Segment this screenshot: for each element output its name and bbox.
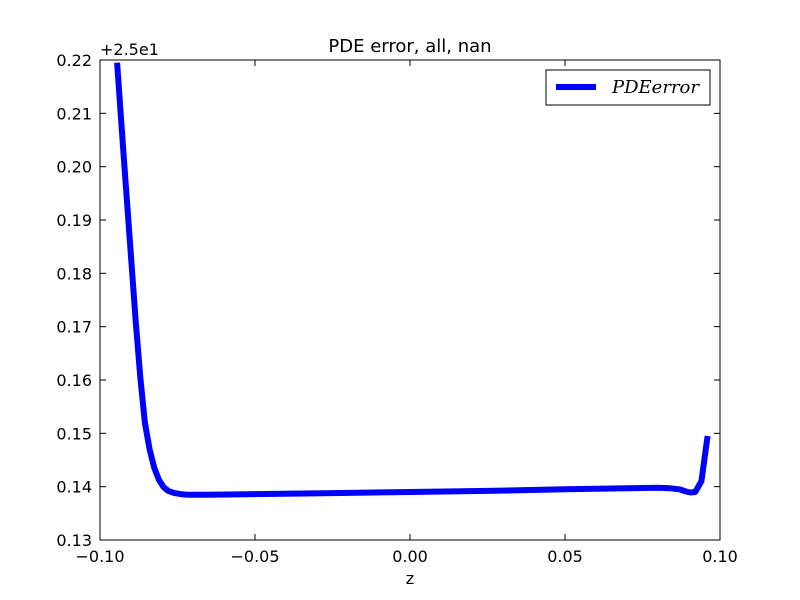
x-axis-label: z xyxy=(406,569,414,588)
series-line xyxy=(114,62,711,498)
y-tick-label: 0.17 xyxy=(56,318,92,337)
y-tick-label: 0.16 xyxy=(56,371,92,390)
chart-title: PDE error, all, nan xyxy=(328,36,491,57)
y-tick-label: 0.15 xyxy=(56,424,92,443)
y-offset-label: +2.5e1 xyxy=(100,40,159,59)
x-tick-label: −0.05 xyxy=(230,547,279,566)
y-tick-label: 0.14 xyxy=(56,478,92,497)
x-tick-label: 0.05 xyxy=(547,547,583,566)
y-tick-label: 0.22 xyxy=(56,51,92,70)
plot-frame xyxy=(99,59,721,541)
y-tick-label: 0.19 xyxy=(56,211,92,230)
x-tick-label: 0.00 xyxy=(392,547,428,566)
y-tick-label: 0.18 xyxy=(56,264,92,283)
series-layer xyxy=(114,62,711,498)
legend-label: PDEerror xyxy=(611,77,700,98)
ticks-layer: −0.10 −0.05 0.00 0.05 0.10 0.13 0.14 0.15 0.16 0.… xyxy=(56,51,737,566)
y-tick-label: 0.20 xyxy=(56,158,92,177)
y-tick-label: 0.21 xyxy=(56,104,92,123)
y-tick-label: 0.13 xyxy=(56,531,92,550)
x-tick-label: 0.10 xyxy=(702,547,738,566)
x-tick-label: −0.10 xyxy=(75,547,124,566)
legend: PDEerror xyxy=(545,69,711,106)
